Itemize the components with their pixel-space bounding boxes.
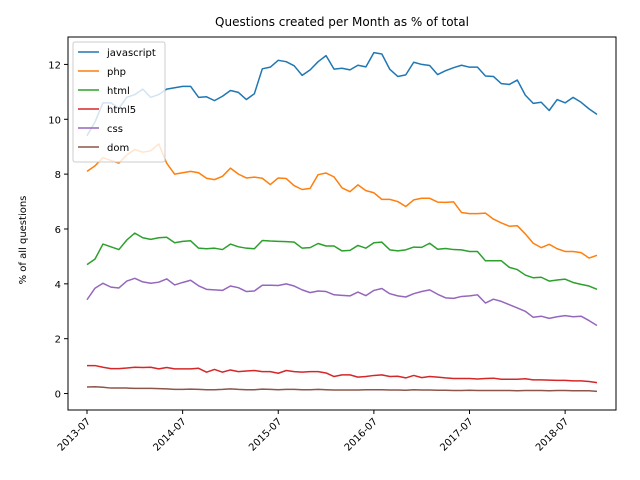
y-tick-label: 6 — [55, 225, 61, 236]
legend-label-html: html — [107, 86, 130, 97]
series-line-html — [86, 232, 598, 291]
legend: javascript php html html5 css dom — [72, 41, 166, 163]
legend-label-css: css — [107, 124, 123, 135]
legend-label-html5: html5 — [107, 105, 136, 116]
y-tick-label: 2 — [55, 335, 61, 346]
series-line-php — [86, 143, 598, 259]
chart-title: Questions created per Month as % of tota… — [215, 15, 469, 29]
legend-label-php: php — [107, 67, 126, 78]
y-tick-label: 8 — [55, 170, 61, 181]
y-tick-label: 12 — [48, 60, 61, 71]
y-tick-label: 10 — [48, 115, 61, 126]
series-line-css — [86, 277, 598, 327]
legend-label-dom: dom — [107, 143, 129, 154]
y-tick-label: 0 — [55, 390, 61, 401]
series-line-dom — [86, 385, 598, 393]
legend-box — [72, 41, 166, 163]
y-axis-label: % of all questions — [18, 196, 29, 285]
series-line-javascript — [86, 51, 598, 137]
y-tick-label: 4 — [55, 280, 61, 291]
plot-frame — [67, 36, 617, 411]
y-axis: 0 2 4 6 8 10 12 — [48, 60, 68, 401]
series-line-html5 — [87, 364, 598, 384]
legend-label-javascript: javascript — [106, 48, 156, 59]
plot-area — [86, 51, 598, 393]
